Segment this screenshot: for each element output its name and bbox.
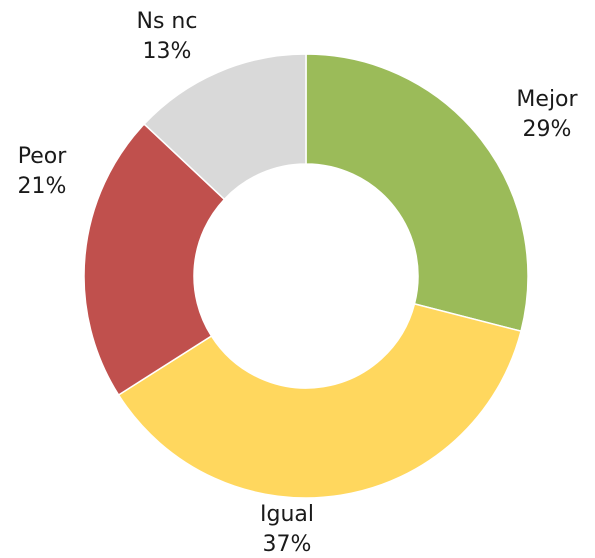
slice-label: Mejor bbox=[516, 87, 578, 112]
slice-value-label: 21% bbox=[18, 174, 67, 199]
slice-value-label: 29% bbox=[523, 117, 572, 142]
slice-value-label: 37% bbox=[263, 532, 312, 557]
donut-slice bbox=[143, 53, 307, 201]
donut-slice bbox=[83, 122, 226, 396]
slice-label: Peor bbox=[18, 144, 67, 169]
slice-label: Ns nc bbox=[137, 9, 198, 34]
slice-value-label: 13% bbox=[143, 39, 192, 64]
slice-label: Igual bbox=[260, 502, 314, 527]
donut-slice bbox=[305, 53, 529, 333]
donut-slice bbox=[117, 302, 522, 499]
